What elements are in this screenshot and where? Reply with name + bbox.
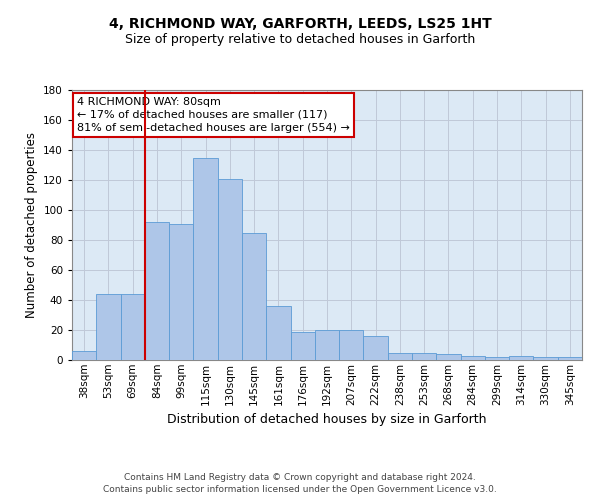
Bar — [364, 336, 388, 360]
Bar — [558, 357, 582, 360]
Bar — [242, 232, 266, 360]
Bar — [485, 357, 509, 360]
Bar — [121, 294, 145, 360]
Text: Contains HM Land Registry data © Crown copyright and database right 2024.: Contains HM Land Registry data © Crown c… — [124, 472, 476, 482]
Bar — [533, 357, 558, 360]
Bar — [169, 224, 193, 360]
Bar — [509, 356, 533, 360]
Text: Contains public sector information licensed under the Open Government Licence v3: Contains public sector information licen… — [103, 485, 497, 494]
Bar — [461, 356, 485, 360]
Bar — [266, 306, 290, 360]
Text: 4 RICHMOND WAY: 80sqm
← 17% of detached houses are smaller (117)
81% of semi-det: 4 RICHMOND WAY: 80sqm ← 17% of detached … — [77, 97, 350, 133]
Text: 4, RICHMOND WAY, GARFORTH, LEEDS, LS25 1HT: 4, RICHMOND WAY, GARFORTH, LEEDS, LS25 1… — [109, 18, 491, 32]
Y-axis label: Number of detached properties: Number of detached properties — [25, 132, 38, 318]
Bar — [96, 294, 121, 360]
Bar — [436, 354, 461, 360]
Bar — [145, 222, 169, 360]
Bar — [412, 352, 436, 360]
Bar — [193, 158, 218, 360]
Bar — [388, 352, 412, 360]
X-axis label: Distribution of detached houses by size in Garforth: Distribution of detached houses by size … — [167, 413, 487, 426]
Bar — [72, 351, 96, 360]
Bar — [218, 178, 242, 360]
Bar — [290, 332, 315, 360]
Bar — [315, 330, 339, 360]
Bar — [339, 330, 364, 360]
Text: Size of property relative to detached houses in Garforth: Size of property relative to detached ho… — [125, 32, 475, 46]
